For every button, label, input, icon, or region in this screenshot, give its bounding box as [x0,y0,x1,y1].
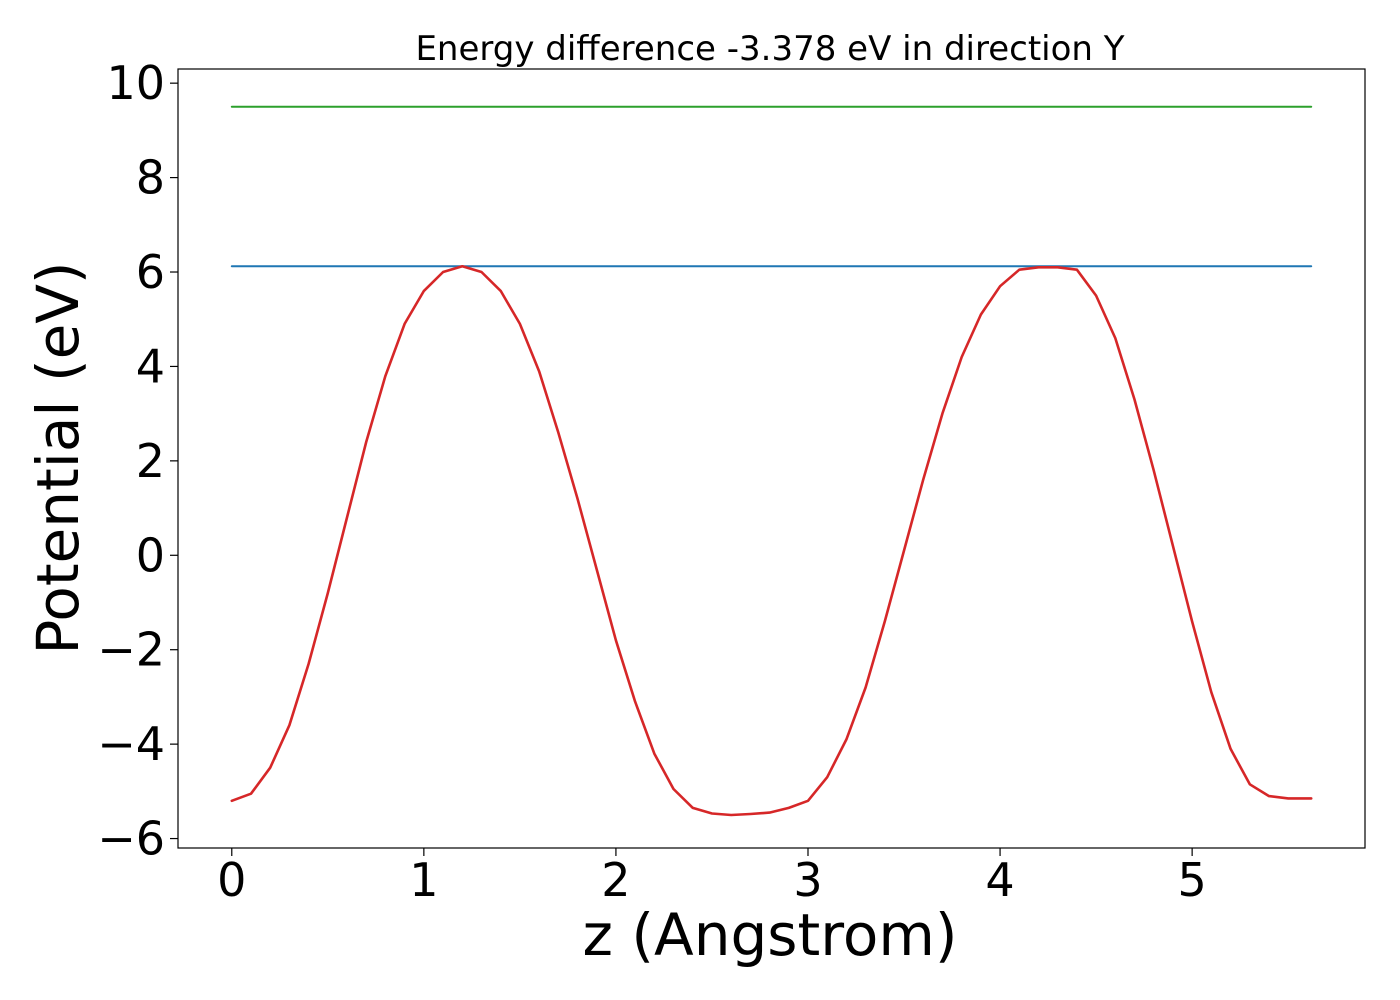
red-potential-curve [230,264,1313,817]
y-axis-ticks: −6 −4 −2 0 2 4 6 8 10 [97,56,178,866]
y-tick-label: −4 [97,717,165,771]
x-tick-label: 3 [793,853,822,907]
y-tick-label: 10 [106,56,165,110]
x-tick-label: 2 [601,853,630,907]
x-tick-label: 1 [409,853,438,907]
y-tick-label: 8 [136,151,165,205]
x-axis-ticks: 0 1 2 3 4 5 [217,848,1207,907]
x-tick-label: 5 [1177,853,1206,907]
y-tick-label: −6 [97,812,165,866]
x-tick-label: 4 [985,853,1014,907]
y-axis-label: Potential (eV) [24,261,92,654]
x-axis-label: z (Angstrom) [583,901,958,969]
plot-area [177,68,1366,849]
axes-frame [177,68,1366,849]
y-tick-label: 0 [136,528,165,582]
y-tick-label: 4 [136,339,165,393]
series-layer [230,105,1313,817]
chart-title: Energy difference -3.378 eV in direction… [415,29,1124,69]
x-tick-label: 0 [217,853,246,907]
y-tick-label: −2 [97,623,165,677]
y-tick-label: 2 [136,434,165,488]
y-tick-label: 6 [136,245,165,299]
